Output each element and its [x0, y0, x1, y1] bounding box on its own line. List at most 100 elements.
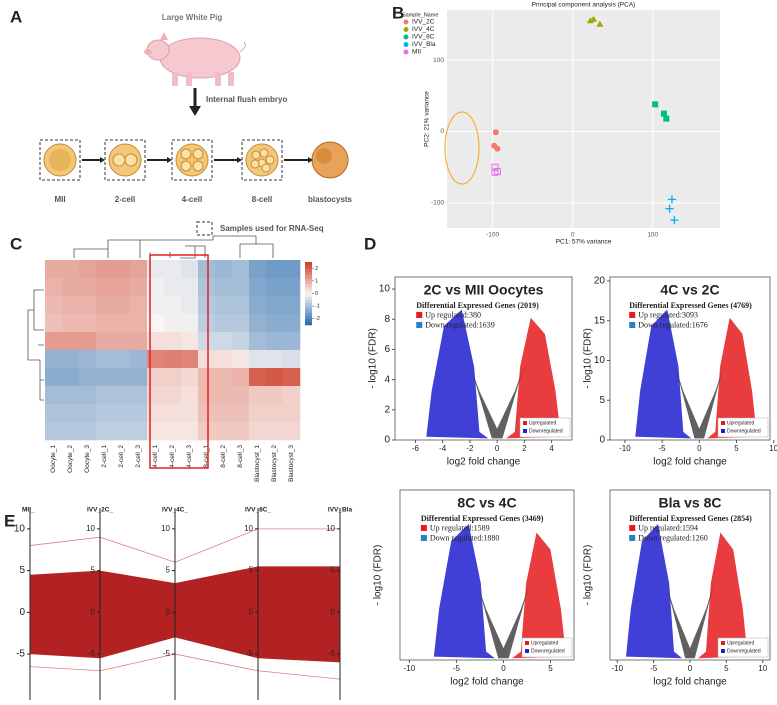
heatmap-cell: [113, 386, 131, 405]
x-axis-label: PC1: 57% variance: [556, 239, 612, 246]
heatmap-cell: [283, 332, 301, 351]
y-tick-label: 15: [594, 315, 606, 326]
y-tick-label: 10: [86, 524, 95, 533]
y-axis-label: PC2: 21% variance: [424, 91, 431, 147]
legend-label: Downregulated: [727, 428, 761, 434]
heatmap-cell: [181, 314, 199, 333]
heatmap-cell: [164, 332, 182, 351]
legend-swatch: [420, 535, 427, 541]
cluster-ellipse: [444, 111, 480, 185]
heatmap-cell: [147, 278, 165, 297]
heatmap-cell: [266, 296, 284, 315]
heatmap-cell: [283, 368, 301, 387]
heatmap-cell: [96, 386, 114, 405]
legend-swatch: [523, 421, 527, 425]
point: [667, 195, 676, 204]
colorbar-segment: [305, 290, 312, 294]
stats-down: Down regulated:1676: [638, 320, 708, 329]
panel-title: Bla vs 8C: [658, 495, 721, 511]
heatmap-cell: [164, 296, 182, 315]
heatmap-cell: [79, 422, 97, 441]
column-label: Blastocyst_2: [271, 445, 278, 482]
y-axis-label: - log10 (FDR): [583, 545, 594, 606]
heatmap-cell: [147, 332, 165, 351]
heatmap-cell: [266, 260, 284, 279]
y-tick-label: 0: [91, 607, 96, 616]
heatmap-cell: [283, 260, 301, 279]
y-tick-label: 0: [599, 435, 605, 446]
downregulated-cloud: [626, 524, 682, 659]
heatmap-cell: [181, 296, 199, 315]
heatmap-cell: [147, 386, 165, 405]
colorbar-label: 0: [315, 291, 318, 297]
y-tick-label: 0: [440, 128, 444, 135]
heatmap-cell: [283, 350, 301, 369]
heatmap-cell: [45, 278, 63, 297]
y-tick-label: 10: [14, 524, 26, 535]
heatmap-cell: [266, 368, 284, 387]
heatmap-cell: [283, 404, 301, 423]
heatmap-cell: [215, 386, 233, 405]
heatmap-cell: [96, 368, 114, 387]
y-tick-label: 0: [384, 435, 390, 446]
heatmap-cell: [130, 332, 148, 351]
heatmap-cell: [198, 278, 216, 297]
colorbar-segment: [305, 302, 312, 307]
heatmap-cell: [113, 296, 131, 315]
stats-title: Differential Expressed Genes (2019): [416, 301, 539, 310]
x-tick-label: -2: [466, 444, 474, 453]
column-label: Oocyte_3: [84, 445, 91, 473]
heatmap-cell: [96, 296, 114, 315]
x-tick-label: 10: [758, 664, 767, 673]
y-tick-label: -5: [328, 649, 336, 658]
panel-label: B: [392, 3, 404, 22]
heatmap-cell: [96, 332, 114, 351]
stats-up: Up regulated:3093: [638, 310, 698, 319]
point: [492, 129, 499, 136]
y-tick-label: 5: [249, 566, 254, 575]
heatmap-cell: [164, 386, 182, 405]
legend-swatch: [523, 429, 527, 433]
heatmap-cell: [130, 404, 148, 423]
heatmap-cell: [147, 422, 165, 441]
heatmap-cell: [62, 332, 80, 351]
chart-title: Principal component analysis (PCA): [532, 2, 636, 9]
heatmap-cell: [249, 386, 267, 405]
y-tick-label: 0: [166, 607, 171, 616]
x-tick-label: -10: [611, 664, 623, 673]
legend-swatch: [721, 649, 725, 653]
colorbar-label: 2: [315, 266, 318, 272]
x-tick-label: -10: [619, 444, 631, 453]
heatmap-cell: [283, 314, 301, 333]
legend-swatch: [403, 27, 409, 32]
legend-swatch: [721, 429, 725, 433]
arrow-head: [189, 106, 201, 116]
panel-label: C: [10, 234, 22, 253]
legend-label: Upregulated: [727, 640, 754, 646]
legend-swatch: [629, 322, 636, 328]
y-tick-label: 5: [331, 566, 336, 575]
y-tick-label: 5: [91, 566, 96, 575]
stats-down: Down regulated:1260: [638, 533, 708, 542]
stats-up: Up regulated:1589: [430, 523, 490, 532]
dendrogram: [27, 235, 274, 401]
legend-frame: [521, 637, 573, 658]
heatmap-cell: [113, 332, 131, 351]
legend-swatch: [629, 535, 636, 541]
legend-label: Downregulated: [531, 648, 565, 654]
stats-title: Differential Expressed Genes (4769): [629, 301, 752, 310]
heatmap-cell: [113, 404, 131, 423]
legend-swatch: [403, 19, 409, 25]
legend-swatch: [629, 312, 636, 318]
heatmap-cell: [62, 278, 80, 297]
profile-band: [30, 566, 340, 663]
x-axis-label: log2 fold change: [447, 457, 521, 468]
heatmap-cell: [79, 350, 97, 369]
heatmap-cell: [198, 422, 216, 441]
heatmap-cell: [79, 260, 97, 279]
column-label: 8-cell_2: [220, 445, 227, 468]
heatmap-cell: [198, 260, 216, 279]
axis-label: IVV_8C_: [245, 507, 271, 514]
heatmap-cell: [215, 368, 233, 387]
column-label: 2-cell_1: [101, 445, 108, 468]
